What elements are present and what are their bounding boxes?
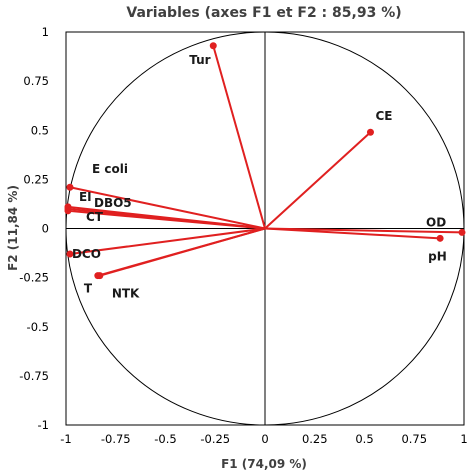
vector-od [264, 227, 463, 234]
y-tick-label: 0.25 [23, 172, 49, 186]
label-od: OD [426, 215, 446, 229]
y-tick-label: 0.75 [23, 74, 49, 88]
axis-ticks: -1 -0.75 -0.5 -0.25 0 0.25 0.5 0.75 1 1 0.75 0.5 0.2… [19, 25, 467, 446]
correlation-circle [65, 31, 465, 426]
point-ph [436, 234, 444, 242]
point-ct [64, 207, 72, 215]
vector-ct [67, 209, 266, 230]
y-tick-label: 0.5 [31, 123, 49, 137]
x-tick-label: 0.5 [355, 432, 373, 446]
variable-vectors [64, 42, 466, 280]
vector-ph [264, 227, 441, 240]
x-tick-label: 0 [261, 432, 268, 446]
vector-tur [212, 45, 266, 229]
label-ph: pH [428, 249, 447, 263]
y-tick-label: -0.5 [27, 320, 49, 334]
label-ntk: NTK [112, 287, 140, 301]
x-tick-label: -0.5 [154, 432, 176, 446]
x-axis-label: F1 (74,09 %) [221, 457, 307, 471]
chart-title: Variables (axes F1 et F2 : 85,93 %) [126, 5, 401, 21]
point-e-coli [66, 183, 74, 191]
x-tick-label: -0.25 [200, 432, 230, 446]
label-dco: DCO [72, 247, 101, 261]
x-tick-label: 1 [460, 432, 467, 446]
x-tick-label: -0.75 [101, 432, 131, 446]
point-ce [366, 128, 374, 136]
vector-ntk [99, 227, 266, 277]
x-tick-label: 0.25 [302, 432, 328, 446]
label-ct: CT [86, 210, 104, 224]
point-dco [66, 250, 74, 258]
y-axis-label: F2 (11,84 %) [6, 185, 20, 271]
vector-dco [69, 227, 266, 256]
label-dbo5: DBO5 [94, 196, 132, 210]
point-tur [209, 42, 217, 50]
y-tick-label: -1 [38, 418, 49, 432]
point-od [458, 228, 466, 236]
y-tick-label: 0 [42, 222, 49, 236]
label-tur: Tur [189, 53, 210, 67]
y-tick-label: 1 [42, 25, 49, 39]
y-tick-label: -0.25 [19, 271, 49, 285]
label-t: T [84, 282, 93, 296]
label-e-coli: E coli [92, 162, 128, 176]
label-ce: CE [375, 109, 392, 123]
vector-e-coli [69, 186, 266, 230]
vector-ce [264, 131, 372, 230]
y-tick-label: -0.75 [19, 369, 49, 383]
label-ei: EI [79, 190, 92, 204]
x-tick-label: -1 [60, 432, 71, 446]
point-ntk [96, 272, 104, 280]
x-tick-label: 0.75 [401, 432, 427, 446]
